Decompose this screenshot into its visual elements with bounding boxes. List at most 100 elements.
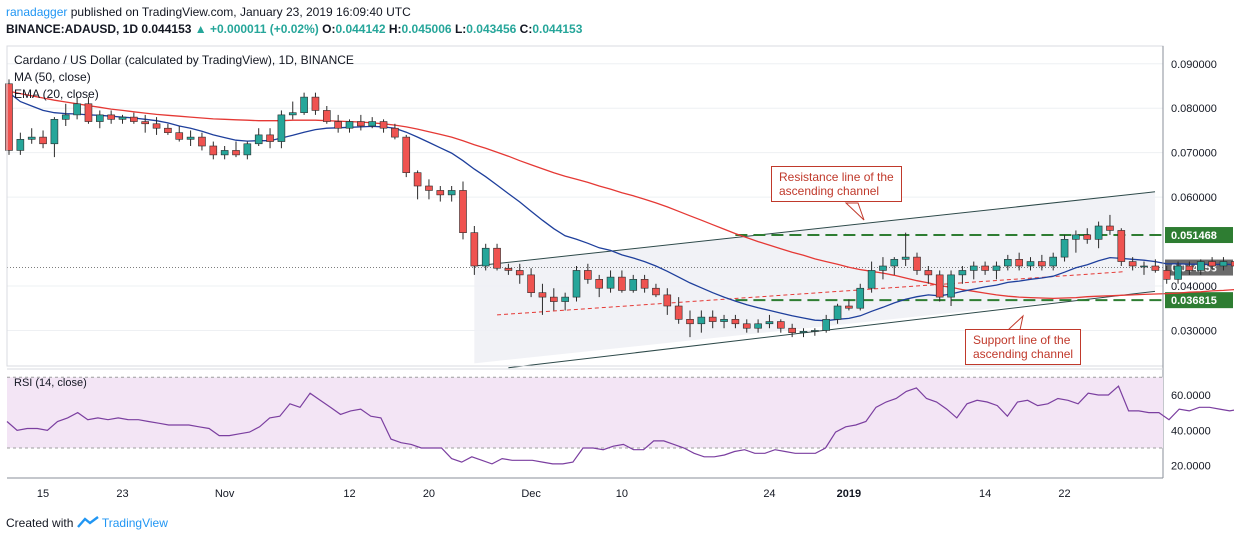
candle [96,110,104,129]
candle [606,270,615,293]
candle [901,232,910,266]
candle-body [322,110,331,122]
chart-title: Cardano / US Dollar (calculated by Tradi… [14,53,354,67]
candle-body [198,136,206,147]
candle-body [595,279,604,289]
candle-body [459,190,467,233]
candle-body [981,265,989,271]
candle [924,266,933,284]
ema-legend: EMA (20, close) [14,87,99,101]
candle-body [674,305,683,320]
candle [130,112,138,124]
candle [640,274,649,293]
candle-body [391,127,399,138]
candle-body [765,321,774,325]
author-link[interactable]: ranadagger [6,5,68,19]
candle-body [935,274,944,298]
tradingview-link[interactable]: TradingView [101,516,168,530]
price-tick-label: 0.060000 [1171,192,1217,204]
candle [811,328,819,336]
candle-body [1140,265,1148,268]
candle [27,128,36,144]
candle-body [969,265,978,271]
candle [1117,228,1126,266]
candle [186,130,195,146]
candle-body [470,232,479,267]
candle [334,114,342,133]
candle [595,274,604,298]
candle [674,297,683,324]
candle [856,283,865,311]
candle [368,117,377,129]
candle-body [799,331,808,333]
price-tick-label: 0.030000 [1171,325,1217,337]
candle [890,257,899,275]
ema20-line [8,92,1234,322]
support-pointer [1006,314,1024,331]
close-label: C: [519,22,533,36]
candle [322,106,331,124]
candle-body [1208,261,1216,267]
candle-body [152,123,161,129]
candle [1072,230,1080,253]
close-value: 0.044153 [532,22,583,36]
price-tick-label: 0.080000 [1171,103,1217,115]
candle [1049,252,1057,271]
support-annotation-line-1: Support line of the [973,333,1071,347]
candle-body [357,121,365,127]
candle-body [1060,239,1069,258]
price-change: +0.000011 (+0.02%) [210,22,319,36]
candlestick-series [5,79,1234,338]
candle [629,274,638,293]
support-line [508,290,1156,369]
candle [1094,221,1103,249]
candle-body [924,270,933,276]
candle [16,132,25,155]
ascending-channel [474,191,1156,369]
publish-info: ranadagger published on TradingView.com,… [6,5,411,19]
candle [447,186,456,202]
level-label: 0.051468 [1171,230,1217,242]
candle [277,110,286,149]
candle [254,128,263,146]
high-label: H: [388,22,402,36]
candle-body [1049,256,1057,267]
candle-body [1174,265,1182,280]
candle-body [107,114,115,120]
candle-body [84,103,93,122]
low-value: 0.043456 [466,22,517,36]
time-tick-label: Dec [521,488,541,500]
candle-body [5,83,13,151]
candle [708,310,717,329]
candle-body [209,145,218,156]
candle-body [1117,230,1126,262]
resistance-annotation-line-2: ascending channel [779,184,880,198]
candle [527,268,535,298]
candle-body [73,103,81,116]
candle [402,134,411,178]
open-label: O: [322,22,336,36]
candle [765,314,774,329]
candle [300,92,308,115]
candle [357,114,365,131]
candle [618,270,626,293]
candle-body [220,150,229,156]
moving-average-lines [8,90,1234,322]
candle-body [697,316,706,325]
candle [538,283,547,315]
candle-body [334,121,342,129]
candle-body [1026,261,1035,267]
candle [776,319,785,333]
candle-body [867,270,876,289]
candle [754,319,762,333]
time-tick-label: Nov [215,488,235,500]
candle-body [1015,259,1023,267]
candle [1106,214,1114,235]
candle [391,123,399,140]
symbol-info: BINANCE:ADAUSD, 1D 0.044153 ▲ +0.000011 … [6,22,582,36]
time-tick-label: 12 [343,488,355,500]
candle [220,146,229,160]
candle [504,263,513,275]
candle [969,261,978,280]
